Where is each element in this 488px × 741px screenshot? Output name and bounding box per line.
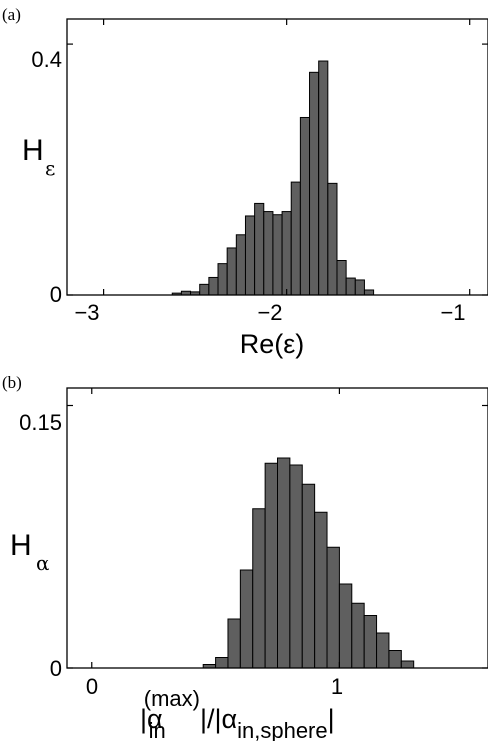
histogram-bar xyxy=(354,279,365,296)
histogram-bar xyxy=(363,615,378,669)
y-axis-label-main: H xyxy=(22,134,44,167)
histogram-bar xyxy=(199,283,210,296)
panel-a: (a) 0.4 0 −3 −2 −1 H ε Re(ε) xyxy=(2,5,488,359)
histogram-bar xyxy=(336,260,347,296)
x-tick-labels-b: 0 1 xyxy=(86,674,343,699)
histogram-bar xyxy=(252,508,266,669)
x-axis-label-a: Re(ε) xyxy=(240,329,305,359)
y-tick-labels-b: 0.15 0 xyxy=(19,410,62,681)
y-axis-label-a: H ε xyxy=(22,134,55,180)
histogram-bar xyxy=(309,71,320,296)
histogram-bar xyxy=(301,483,316,669)
histogram-bar xyxy=(318,60,329,296)
y-tick-labels-a: 0.4 0 xyxy=(31,47,62,307)
x-axis-label-part: in xyxy=(149,718,166,741)
histogram-bar xyxy=(217,263,228,296)
histogram-bar xyxy=(338,583,353,669)
panel-b: (b) 0.15 0 0 1 H α |αin(max)|/|αin,spher… xyxy=(2,373,488,741)
histogram-bar xyxy=(254,202,265,296)
histogram-b-bars xyxy=(67,457,488,669)
histogram-bar xyxy=(345,277,356,296)
x-tick-label: 0 xyxy=(86,674,98,699)
panel-a-label: (a) xyxy=(2,5,21,24)
histogram-bar xyxy=(281,211,292,296)
plot-frame-b xyxy=(66,387,488,669)
histogram-bar xyxy=(376,632,390,669)
histogram-bar xyxy=(263,211,274,296)
histogram-bar xyxy=(272,214,283,296)
x-tick-label: −2 xyxy=(257,300,282,325)
x-tick-label: −3 xyxy=(74,300,99,325)
histogram-bar xyxy=(314,511,328,669)
y-axis-label-sub: ε xyxy=(45,156,55,180)
x-tick-labels-a: −3 −2 −1 xyxy=(74,300,465,325)
histogram-bar xyxy=(226,247,237,296)
histogram-bar xyxy=(215,657,229,669)
histogram-bar xyxy=(388,650,402,669)
histogram-bar xyxy=(299,116,311,296)
histogram-bar xyxy=(235,234,246,296)
y-axis-label-b: H α xyxy=(10,529,50,575)
histogram-bar xyxy=(351,602,365,669)
histogram-bar xyxy=(208,276,219,296)
y-axis-label-sub: α xyxy=(36,551,50,575)
histogram-bar xyxy=(227,618,241,669)
histogram-bar xyxy=(239,569,254,669)
histogram-bar xyxy=(400,660,415,669)
panel-b-label: (b) xyxy=(2,373,22,392)
y-tick-label: 0 xyxy=(50,282,62,307)
x-axis-label-part: (max) xyxy=(144,686,200,711)
histogram-bar xyxy=(244,215,256,296)
x-axis-label-part: |α xyxy=(140,704,163,734)
x-axis-label-part: in,sphere xyxy=(237,718,328,741)
histogram-bar xyxy=(363,289,375,296)
histogram-bar xyxy=(290,181,301,296)
x-axis-label-b: |αin (max)|/|αin,sphere| xyxy=(140,686,335,741)
x-tick-label: 1 xyxy=(331,674,343,699)
plot-frame-a xyxy=(66,18,488,296)
histogram-bar xyxy=(289,464,303,669)
y-tick-label: 0.4 xyxy=(31,47,62,72)
histogram-bar xyxy=(326,546,340,669)
histogram-a-bars xyxy=(67,60,488,296)
histogram-bar xyxy=(264,462,278,669)
histogram-bar xyxy=(277,457,291,669)
y-tick-label: 0 xyxy=(50,656,62,681)
x-tick-label: −1 xyxy=(440,300,465,325)
x-axis-label-part: | xyxy=(328,704,335,734)
y-tick-label: 0.15 xyxy=(19,410,62,435)
y-axis-label-main: H xyxy=(10,529,32,562)
histogram-bar xyxy=(327,182,338,296)
x-axis-label-part: |/|α xyxy=(200,704,237,734)
